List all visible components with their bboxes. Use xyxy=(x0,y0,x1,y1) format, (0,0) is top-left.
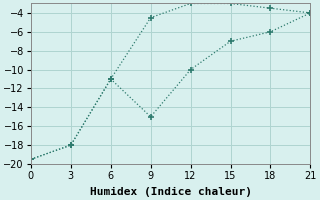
X-axis label: Humidex (Indice chaleur): Humidex (Indice chaleur) xyxy=(90,186,252,197)
